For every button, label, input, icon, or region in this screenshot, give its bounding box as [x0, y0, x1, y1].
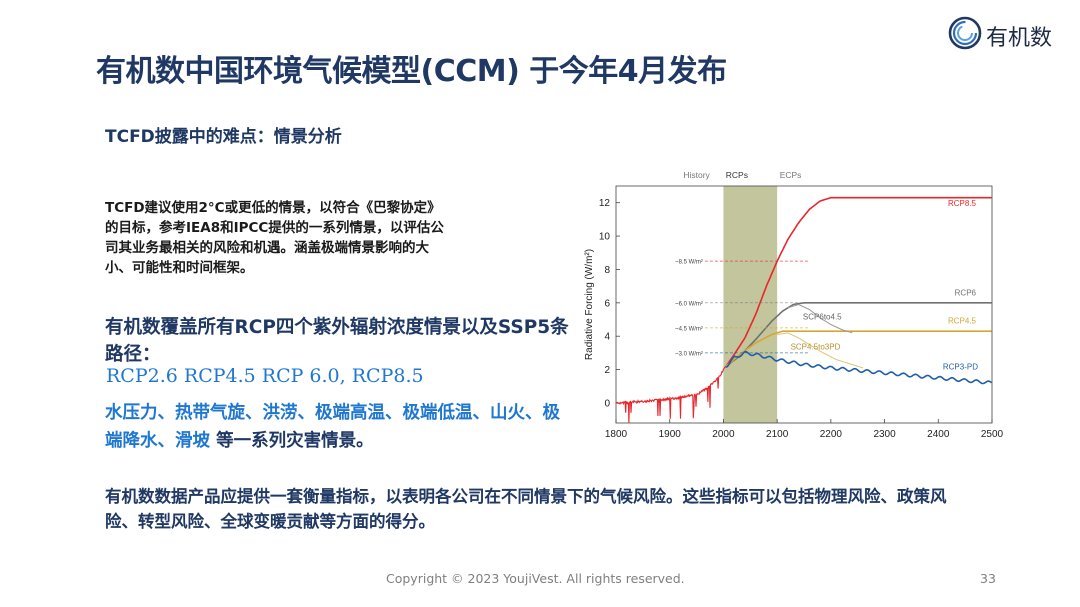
x-tick-label: 2400 — [927, 429, 950, 440]
period-label-history: History — [683, 170, 710, 180]
series-label-rcp4-5: RCP4.5 — [948, 317, 977, 326]
plot-frame — [615, 185, 993, 424]
annotation-label: ~8.5 W/m² — [675, 260, 703, 266]
series-line-scp6to4-5 — [787, 303, 853, 334]
brand-logo: 有机数 — [948, 14, 1068, 54]
series-line-rcp6 — [725, 302, 992, 367]
page-number: 33 — [980, 571, 996, 586]
x-tick-label: 1800 — [605, 429, 628, 440]
annotation-label: ~3.0 W/m² — [675, 351, 703, 357]
hazard-suffix: 等一系列灾害情景。 — [210, 431, 374, 451]
series-label-scp6to4-5: SCP6to4.5 — [803, 313, 842, 322]
series-line-scp4-5to3pd — [777, 332, 864, 369]
hazard-scenarios-text: 水压力、热带气旋、洪涝、极端高温、极端低温、山火、极端降水、滑坡 等一系列灾害情… — [105, 399, 575, 455]
x-tick-label: 2100 — [766, 429, 789, 440]
metrics-text: 有机数数据产品应提供一套衡量指标，以表明各公司在不同情景下的气候风险。这些指标可… — [105, 487, 947, 531]
y-tick-label: 0 — [604, 398, 610, 409]
youjivest-ring-logo-icon — [948, 16, 982, 50]
series-line-rcp3-pd — [725, 350, 993, 385]
y-axis-label: Radiative Forcing (W/m²) — [584, 249, 595, 360]
radiative-forcing-chart-svg: History RCPs ECPs 0 2 4 6 8 10 12 1800 1900 2000 2100… — [584, 170, 1004, 440]
x-tick-label: 2500 — [981, 429, 1004, 440]
rcp-scenario-list: RCP2.6 RCP4.5 RCP 6.0, RCP8.5 — [106, 365, 424, 387]
annotation-label: ~6.0 W/m² — [675, 301, 703, 307]
hazard-list: 水压力、热带气旋、洪涝、极端高温、极端低温、山火、极端降水、滑坡 — [105, 403, 560, 451]
x-tick-label: 1900 — [659, 429, 682, 440]
y-tick-label: 12 — [599, 198, 611, 209]
section-subtitle: TCFD披露中的难点：情景分析 — [105, 127, 342, 147]
slide-title: 有机数中国环境气候模型(CCM) 于今年4月发布 — [96, 54, 727, 89]
x-tick-label: 2000 — [712, 429, 735, 440]
coverage-text: 有机数覆盖所有RCP四个紫外辐射浓度情景以及SSP5条路径： — [105, 317, 569, 365]
period-label-rcps: RCPs — [726, 170, 748, 180]
y-tick-label: 6 — [604, 298, 610, 309]
series-label-scp4-5to3pd: SCP4.5to3PD — [791, 343, 841, 352]
tcfd-recommendation-text: TCFD建议使用2°C或更低的情景，以符合《巴黎协定》的目标，参考IEA8和IP… — [105, 200, 444, 276]
series-label-rcp8-5: RCP8.5 — [948, 199, 977, 208]
series-label-rcp3-pd: RCP3-PD — [943, 363, 978, 372]
annotation-label: ~4.5 W/m² — [675, 326, 703, 332]
copyright-footer: Copyright © 2023 YoujiVest. All rights r… — [386, 571, 685, 586]
x-tick-label: 2300 — [873, 429, 896, 440]
series-label-rcp6: RCP6 — [955, 288, 977, 297]
x-tick-label: 2200 — [820, 429, 843, 440]
y-tick-label: 10 — [599, 232, 611, 243]
rcp-period-band — [723, 186, 778, 423]
radiative-forcing-chart: History RCPs ECPs 0 2 4 6 8 10 12 1800 1900 2000 2100… — [580, 160, 1010, 450]
y-tick-label: 2 — [604, 365, 610, 376]
brand-logo-text: 有机数 — [986, 26, 1053, 51]
series-line-rcp4-5 — [725, 330, 992, 367]
history-forcing-line — [615, 365, 727, 423]
y-tick-label: 4 — [604, 332, 610, 343]
series-line-rcp8-5 — [725, 196, 992, 367]
period-label-ecps: ECPs — [780, 170, 802, 180]
y-tick-label: 8 — [604, 265, 610, 276]
